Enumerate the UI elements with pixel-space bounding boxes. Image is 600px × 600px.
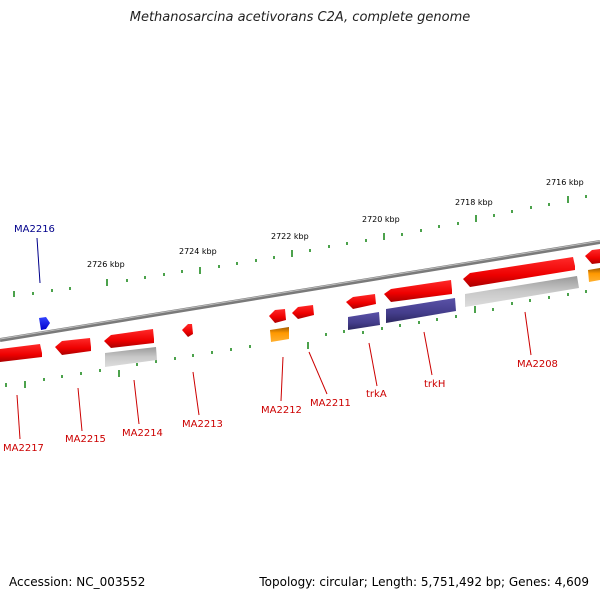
genome-summary-text: Topology: circular; Length: 5,751,492 bp… [259,575,589,589]
gene-MA2214-secondary [105,347,157,367]
gene-MA2216[interactable] [39,317,50,330]
label-trkA: trkA [366,389,387,400]
accession-text: Accession: NC_003552 [9,575,146,589]
gene-MA2208-secondary [465,276,579,307]
lower-scale-ticks [5,290,587,388]
scale-label-2726: 2726 kbp [87,260,125,269]
label-MA2217: MA2217 [3,443,44,454]
gene-MA2208[interactable] [463,257,575,287]
gene-MA2212-rna [270,327,289,342]
label-connectors [16,237,532,440]
gene-MA2215[interactable] [55,338,91,355]
label-trkH: trkH [424,379,445,390]
gene-MA2214[interactable] [104,329,154,348]
gene-trkA[interactable] [346,294,376,309]
scale-label-2720: 2720 kbp [362,215,400,224]
scale-label-2722: 2722 kbp [271,232,309,241]
gene-trkA-operon [348,312,380,330]
label-MA2216: MA2216 [14,224,55,235]
label-MA2212: MA2212 [261,405,302,416]
gene-trkH[interactable] [384,280,452,302]
scale-label-2718: 2718 kbp [455,198,493,207]
gene-MA2211[interactable] [292,305,314,319]
gene-next-rna [588,268,600,282]
gene-MA2212[interactable] [269,309,286,323]
scale-label-2724: 2724 kbp [179,247,217,256]
label-MA2214: MA2214 [122,428,163,439]
gene-MA2217[interactable] [0,344,42,362]
gene-MA2213[interactable] [182,324,193,337]
label-MA2211: MA2211 [310,398,351,409]
gene-next-red [585,249,600,264]
label-MA2208: MA2208 [517,359,558,370]
upper-scale-ticks [13,195,587,297]
scale-label-2716: 2716 kbp [546,178,584,187]
map-title: Methanosarcina acetivorans C2A, complete… [129,10,471,25]
label-MA2213: MA2213 [182,419,223,430]
gene-trkH-operon [386,298,456,323]
label-MA2215: MA2215 [65,434,106,445]
